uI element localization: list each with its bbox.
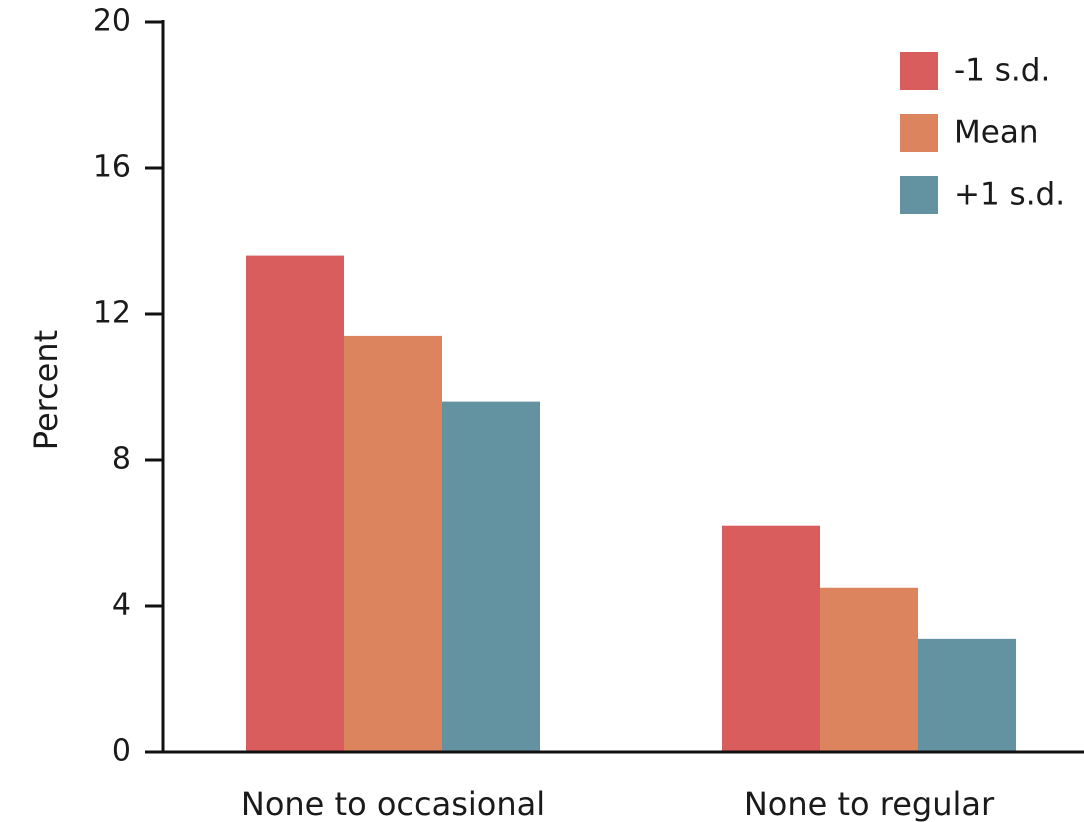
bars-group [246,255,1016,752]
y-axis-title: Percent [27,330,65,450]
bar-1-2 [918,638,1016,752]
bar-0-0 [246,255,344,752]
x-categories-group: None to occasional None to regular [241,785,995,822]
y-ticks-group: 0 4 8 12 16 20 [93,4,163,769]
x-category-label-1: None to regular [744,785,995,822]
legend-swatch-1 [900,114,938,152]
legend: -1 s.d. Mean +1 s.d. [900,52,1065,214]
y-tick-label-0: 0 [112,734,131,769]
legend-label-2: +1 s.d. [954,177,1065,213]
y-tick-label-5: 20 [93,4,131,39]
bar-0-1 [344,335,442,752]
y-tick-label-4: 16 [93,150,131,185]
x-category-label-0: None to occasional [241,785,545,822]
legend-label-1: Mean [954,115,1038,151]
legend-label-0: -1 s.d. [954,53,1050,89]
y-tick-label-1: 4 [112,588,131,623]
bar-0-2 [442,401,540,752]
axes-group [161,20,1084,754]
legend-swatch-2 [900,176,938,214]
y-tick-label-2: 8 [112,442,131,477]
legend-swatch-0 [900,52,938,90]
bar-1-1 [820,587,918,752]
bar-1-0 [722,525,820,752]
y-tick-label-3: 12 [93,296,131,331]
